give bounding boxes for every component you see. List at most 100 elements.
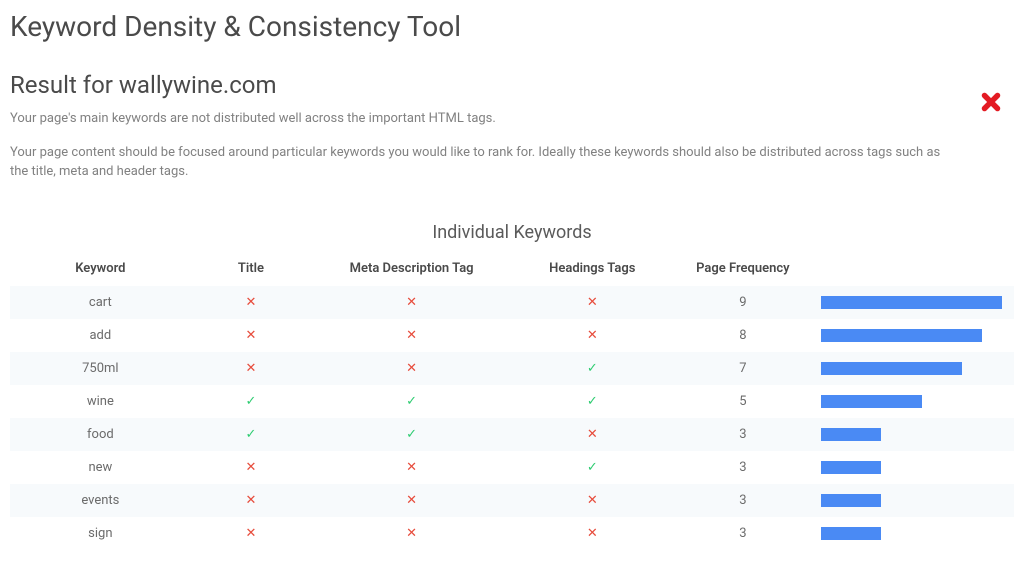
frequency-bar	[821, 362, 962, 375]
frequency-cell: 3	[673, 484, 814, 517]
mark-cell: ✕	[512, 484, 673, 517]
cross-icon: ✕	[406, 295, 417, 310]
cross-icon: ✕	[406, 361, 417, 376]
mark-cell: ✓	[512, 451, 673, 484]
check-icon: ✓	[406, 427, 417, 442]
mark-cell: ✕	[311, 319, 512, 352]
cross-icon: ✕	[246, 295, 257, 310]
keyword-cell: sign	[10, 517, 191, 550]
check-icon: ✓	[587, 394, 598, 409]
mark-cell: ✕	[191, 451, 311, 484]
cross-icon: ✕	[246, 526, 257, 541]
mark-cell: ✕	[311, 484, 512, 517]
result-heading: Result for wallywine.com	[10, 71, 954, 99]
mark-cell: ✕	[512, 517, 673, 550]
table-header-row: Keyword Title Meta Description Tag Headi…	[10, 251, 1014, 286]
col-header-bar	[813, 251, 1014, 286]
mark-cell: ✓	[512, 385, 673, 418]
mark-cell: ✕	[512, 418, 673, 451]
table-row: new ✕ ✕ ✓ 3	[10, 451, 1014, 484]
summary-block: Result for wallywine.com Your page's mai…	[10, 71, 1014, 182]
frequency-bar	[821, 461, 881, 474]
frequency-bar	[821, 428, 881, 441]
check-icon: ✓	[246, 394, 257, 409]
frequency-cell: 3	[673, 418, 814, 451]
mark-cell: ✕	[191, 352, 311, 385]
bar-cell	[813, 286, 1014, 319]
mark-cell: ✕	[311, 286, 512, 319]
cross-icon: ✕	[406, 460, 417, 475]
bar-cell	[813, 484, 1014, 517]
cross-icon: ✕	[587, 493, 598, 508]
frequency-bar	[821, 395, 921, 408]
mark-cell: ✕	[512, 319, 673, 352]
frequency-cell: 9	[673, 286, 814, 319]
cross-icon: ✕	[406, 493, 417, 508]
mark-cell: ✕	[311, 352, 512, 385]
mark-cell: ✓	[311, 418, 512, 451]
frequency-cell: 8	[673, 319, 814, 352]
table-row: 750ml✕✕✓7	[10, 352, 1014, 385]
mark-cell: ✕	[311, 517, 512, 550]
mark-cell: ✕	[512, 286, 673, 319]
cross-icon: ✕	[587, 427, 598, 442]
table-row: wine ✓ ✓ ✓ 5	[10, 385, 1014, 418]
col-header-frequency: Page Frequency	[673, 251, 814, 286]
cross-icon: ✕	[246, 328, 257, 343]
table-row: cart ✕ ✕ ✕ 9	[10, 286, 1014, 319]
frequency-cell: 3	[673, 451, 814, 484]
frequency-bar	[821, 296, 1002, 309]
bar-cell	[813, 319, 1014, 352]
cross-icon: ✕	[587, 328, 598, 343]
cross-icon: ✕	[587, 295, 598, 310]
col-header-headings: Headings Tags	[512, 251, 673, 286]
cross-icon: ✕	[246, 361, 257, 376]
table-row: add ✕ ✕ ✕ 8	[10, 319, 1014, 352]
table-row: sign ✕ ✕ ✕ 3	[10, 517, 1014, 550]
mark-cell: ✕	[191, 517, 311, 550]
mark-cell: ✓	[311, 385, 512, 418]
bar-cell	[813, 352, 1014, 385]
keyword-cell: add	[10, 319, 191, 352]
bar-cell	[813, 517, 1014, 550]
cross-icon: ✕	[246, 460, 257, 475]
mark-cell: ✕	[191, 484, 311, 517]
col-header-meta: Meta Description Tag	[311, 251, 512, 286]
keyword-cell: new	[10, 451, 191, 484]
frequency-bar	[821, 329, 982, 342]
page-title: Keyword Density & Consistency Tool	[10, 10, 1014, 43]
keyword-cell: cart	[10, 286, 191, 319]
bar-cell	[813, 418, 1014, 451]
frequency-cell: 3	[673, 517, 814, 550]
keyword-cell: wine	[10, 385, 191, 418]
table-row: food ✓ ✓ ✕ 3	[10, 418, 1014, 451]
mark-cell: ✕	[191, 286, 311, 319]
table-title: Individual Keywords	[10, 222, 1014, 243]
check-icon: ✓	[587, 460, 598, 475]
col-header-keyword: Keyword	[10, 251, 191, 286]
check-icon: ✓	[246, 427, 257, 442]
mark-cell: ✕	[311, 451, 512, 484]
keyword-cell: food	[10, 418, 191, 451]
cross-icon: ✕	[246, 493, 257, 508]
check-icon: ✓	[406, 394, 417, 409]
bar-cell	[813, 385, 1014, 418]
frequency-bar	[821, 494, 881, 507]
cross-icon: ✕	[406, 526, 417, 541]
fail-icon	[978, 89, 1004, 115]
mark-cell: ✕	[191, 319, 311, 352]
summary-line-2: Your page content should be focused arou…	[10, 143, 950, 182]
frequency-cell: 5	[673, 385, 814, 418]
mark-cell: ✓	[191, 385, 311, 418]
table-row: events ✕ ✕ ✕ 3	[10, 484, 1014, 517]
mark-cell: ✓	[191, 418, 311, 451]
keyword-cell: events	[10, 484, 191, 517]
cross-icon: ✕	[587, 526, 598, 541]
col-header-title: Title	[191, 251, 311, 286]
cross-icon: ✕	[406, 328, 417, 343]
keywords-table: Keyword Title Meta Description Tag Headi…	[10, 251, 1014, 550]
mark-cell: ✓	[512, 352, 673, 385]
bar-cell	[813, 451, 1014, 484]
check-icon: ✓	[587, 361, 598, 376]
frequency-bar	[821, 527, 881, 540]
